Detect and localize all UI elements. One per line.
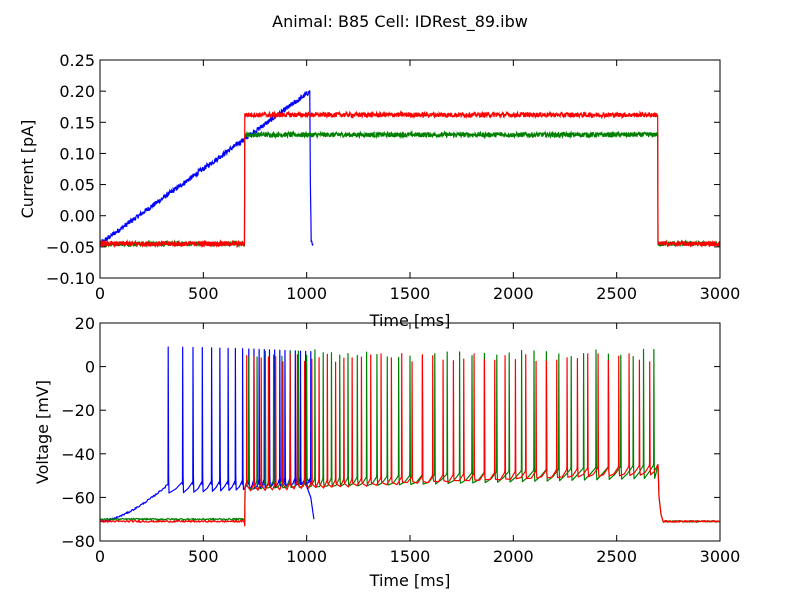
current-x-tick-label: 0 <box>95 284 105 303</box>
voltage-x-tick-label: 2500 <box>596 547 637 566</box>
current-y-tick-label: 0.15 <box>59 113 95 132</box>
current-y-tick-label: 0.00 <box>59 207 95 226</box>
current-x-tick-label: 2500 <box>596 284 637 303</box>
current-x-axis-label: Time [ms] <box>369 311 451 330</box>
current-plot: 0 500 1000 1500 2000 2500 3000 −0.10 −0.05 0.00 0.… <box>18 51 740 330</box>
current-y-tick-label: 0.05 <box>59 176 95 195</box>
voltage-x-tick-label: 3000 <box>700 547 741 566</box>
current-y-tick-label: 0.25 <box>59 51 95 70</box>
current-y-tick-label: 0.20 <box>59 82 95 101</box>
current-series-line <box>100 110 720 249</box>
voltage-x-tick-label: 1000 <box>286 547 327 566</box>
voltage-y-tick-label: 20 <box>75 314 95 333</box>
voltage-x-tick-label: 1500 <box>390 547 431 566</box>
voltage-series-line <box>100 352 720 527</box>
voltage-plot: 0 500 1000 1500 2000 2500 3000−80−60−40−20020 … <box>33 314 740 590</box>
current-y-tick-label: −0.10 <box>46 269 95 288</box>
voltage-x-tick-label: 2000 <box>493 547 534 566</box>
current-plot-frame <box>99 59 721 279</box>
current-series-line <box>100 130 720 249</box>
current-x-tick-label: 3000 <box>700 284 741 303</box>
figure-title: Animal: B85 Cell: IDRest_89.ibw <box>272 12 528 32</box>
voltage-y-tick-label: 0 <box>85 358 95 377</box>
voltage-axis-ticks: 0 500 1000 1500 2000 2500 3000 −80 −60 −40 −20 0 20 <box>61 314 740 566</box>
current-x-tick-label: 2000 <box>493 284 534 303</box>
voltage-y-tick-label: −80 <box>61 532 95 551</box>
voltage-y-axis-label: Voltage [mV] <box>33 380 52 484</box>
current-y-tick-label: −0.05 <box>46 238 95 257</box>
current-y-axis-label: Current [pA] <box>18 120 37 219</box>
voltage-x-axis-label: Time [ms] <box>369 571 451 590</box>
current-x-tick-label: 1500 <box>390 284 431 303</box>
current-y-tick-label: 0.10 <box>59 144 95 163</box>
voltage-x-tick-label: 500 <box>188 547 219 566</box>
current-x-tick-label: 1000 <box>286 284 327 303</box>
current-axis-ticks: 0 500 1000 1500 2000 2500 3000 −0.10 −0.05 0.00 0.… <box>46 51 740 303</box>
voltage-traces <box>100 346 720 527</box>
current-x-tick-label: 500 <box>188 284 219 303</box>
current-traces <box>100 90 720 249</box>
voltage-y-tick-label: −60 <box>61 488 95 507</box>
voltage-plot-frame <box>99 322 721 542</box>
voltage-y-tick-label: −20 <box>61 401 95 420</box>
voltage-x-tick-label: 0 <box>95 547 105 566</box>
voltage-y-tick-label: −40 <box>61 445 95 464</box>
